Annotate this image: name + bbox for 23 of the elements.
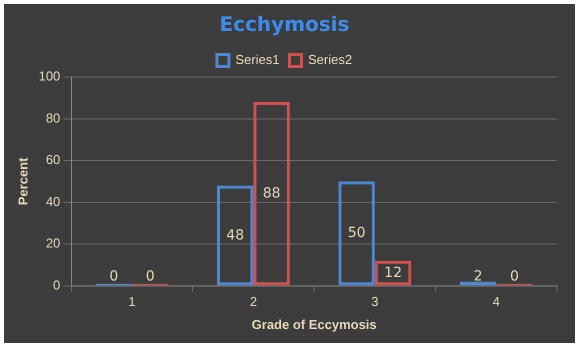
data-label: 50 — [348, 225, 366, 242]
chart-title: Ecchymosis — [220, 12, 350, 36]
data-label: 48 — [226, 227, 244, 244]
y-tick-label: 60 — [46, 152, 60, 168]
x-tick-label: 1 — [128, 294, 136, 310]
x-tick-label: 4 — [492, 294, 500, 310]
data-label: 88 — [262, 186, 281, 202]
data-label: 0 — [109, 268, 118, 284]
data-label: 0 — [510, 268, 519, 284]
x-axis-title: Grade of Eccymosis — [252, 316, 377, 332]
data-label: 2 — [474, 268, 483, 284]
y-tick-label: 100 — [38, 68, 60, 84]
x-tick-label: 3 — [371, 294, 378, 310]
data-label: 12 — [384, 264, 402, 281]
x-tick-label: 2 — [250, 294, 258, 310]
y-tick-label: 0 — [53, 277, 60, 292]
legend-label: Series1 — [235, 52, 280, 68]
data-label: 0 — [146, 268, 155, 284]
legend-label: Series2 — [308, 52, 352, 68]
y-tick-label: 20 — [46, 236, 60, 251]
y-axis-title: Percent — [15, 156, 30, 206]
y-tick-label: 80 — [46, 110, 60, 126]
y-tick-label: 40 — [46, 194, 60, 209]
